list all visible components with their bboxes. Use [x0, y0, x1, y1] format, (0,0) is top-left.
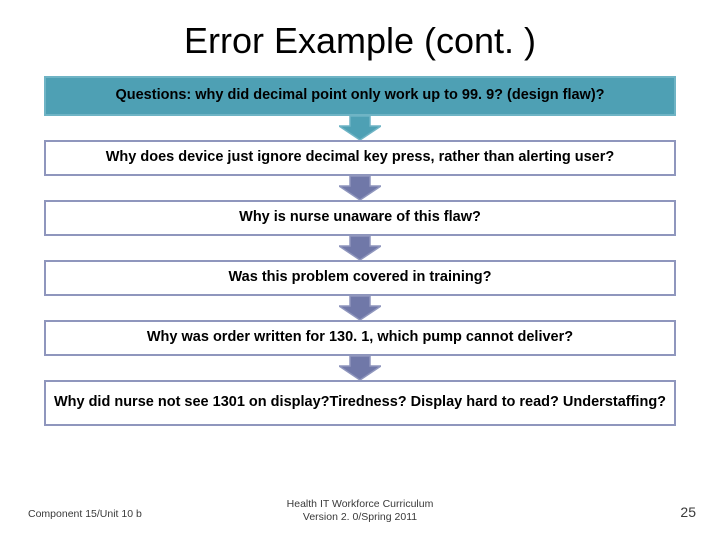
footer-center: Health IT Workforce Curriculum Version 2… [0, 498, 720, 524]
flow-box-text: Tiredness? Display hard to read? Underst… [330, 394, 667, 411]
flow-arrow-0 [339, 116, 381, 140]
flow-box-text: Why is nurse unaware of this flaw? [239, 209, 481, 226]
footer-center-line1: Health IT Workforce Curriculum [287, 498, 434, 510]
flow-arrow-4 [339, 356, 381, 380]
flow-box-text: Why does device just ignore decimal key … [106, 149, 614, 166]
flow-box-1: Why does device just ignore decimal key … [44, 140, 676, 176]
flow-box-2: Why is nurse unaware of this flaw? [44, 200, 676, 236]
page-title: Error Example (cont. ) [24, 20, 696, 62]
arrow-down-icon [339, 356, 381, 380]
footer: Component 15/Unit 10 b Health IT Workfor… [0, 496, 720, 524]
arrow-down-icon [339, 236, 381, 260]
flowchart: Questions: why did decimal point only wo… [24, 76, 696, 426]
flow-box-0: Questions: why did decimal point only wo… [44, 76, 676, 116]
slide: Error Example (cont. ) Questions: why di… [0, 0, 720, 540]
footer-center-line2: Version 2. 0/Spring 2011 [303, 511, 417, 523]
flow-box-3: Was this problem covered in training? [44, 260, 676, 296]
flow-arrow-3 [339, 296, 381, 320]
arrow-down-icon [339, 116, 381, 140]
flow-box-text: Was this problem covered in training? [229, 269, 492, 286]
footer-page-number: 25 [680, 504, 696, 520]
flow-box-text: Why was order written for 130. 1, which … [147, 329, 573, 346]
flow-box-text: Questions: why did decimal point only wo… [115, 87, 604, 104]
flow-arrow-1 [339, 176, 381, 200]
flow-box-text: Why did nurse not see 1301 on display? [54, 394, 330, 411]
arrow-down-icon [339, 176, 381, 200]
flow-arrow-2 [339, 236, 381, 260]
flow-box-4: Why was order written for 130. 1, which … [44, 320, 676, 356]
flow-box-5: Why did nurse not see 1301 on display?Ti… [44, 380, 676, 426]
arrow-down-icon [339, 296, 381, 320]
